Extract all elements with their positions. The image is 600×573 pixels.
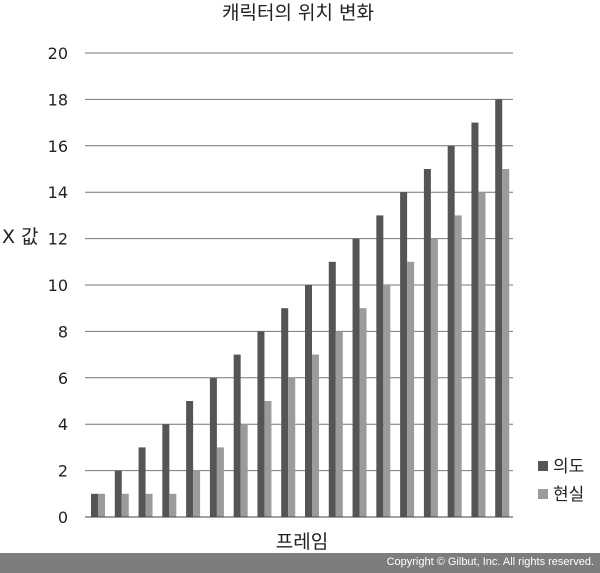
bar-series2	[169, 493, 177, 517]
bar-series1	[376, 215, 384, 517]
bar-series2	[335, 331, 343, 517]
bar-series2	[359, 308, 367, 517]
legend-swatch	[538, 489, 548, 499]
bar-series1	[162, 424, 170, 517]
bar-series1	[305, 285, 312, 517]
bar-series1	[400, 192, 408, 517]
bar-series2	[383, 285, 391, 517]
bar-series1	[209, 377, 217, 517]
gridlines	[85, 52, 513, 472]
y-tick-label: 12	[48, 230, 68, 249]
chart: 캐릭터의 위치 변화 0 2 4 6 8 10 12 14 16 18 20 X 값 프레임 의도현…	[2, 2, 584, 553]
bar-series1	[423, 169, 431, 517]
y-tick-label: 10	[48, 276, 68, 295]
y-tick-label: 18	[48, 90, 68, 109]
bar-series1	[257, 331, 265, 517]
y-tick-label: 4	[58, 415, 68, 434]
legend-label: 현실	[553, 485, 584, 505]
y-tick-label: 14	[48, 183, 68, 202]
y-tick-label: 0	[58, 508, 68, 527]
legend-swatch	[538, 461, 548, 471]
bar-series1	[233, 354, 241, 517]
bar-series1	[495, 99, 503, 518]
bar-series2	[312, 354, 319, 517]
legend-label: 의도	[553, 457, 584, 477]
bar-series2	[454, 215, 462, 517]
copyright-text: Copyright © Gilbut, Inc. All rights rese…	[386, 556, 594, 568]
bar-series2	[407, 261, 415, 517]
y-tick-label: 8	[58, 322, 68, 341]
footer-bar: Copyright © Gilbut, Inc. All rights rese…	[0, 553, 600, 573]
bar-series1	[186, 401, 194, 517]
bar-series1	[352, 238, 360, 517]
y-tick-label: 2	[58, 462, 68, 481]
bar-series1	[471, 122, 479, 517]
bar-series1	[138, 447, 146, 517]
bars	[91, 99, 510, 518]
bar-series1	[447, 145, 455, 518]
bar-series2	[216, 447, 224, 517]
bar-series1	[114, 470, 122, 517]
bar-series1	[328, 261, 336, 517]
y-tick-labels: 0 2 4 6 8 10 12 14 16 18 20	[48, 44, 68, 527]
bar-series2	[145, 493, 153, 517]
y-tick-label: 16	[48, 137, 68, 156]
y-tick-label: 20	[48, 44, 68, 63]
bar-series2	[288, 377, 296, 517]
y-tick-label: 6	[58, 369, 68, 388]
bar-series1	[281, 308, 289, 517]
bar-series1	[91, 493, 98, 517]
bar-series2	[193, 470, 201, 517]
bar-series2	[478, 192, 486, 517]
y-axis-label: X 값	[2, 226, 39, 248]
bar-series2	[430, 238, 438, 517]
bar-series2	[98, 493, 105, 517]
bar-series2	[121, 493, 129, 517]
bar-series2	[502, 169, 510, 517]
bar-series2	[240, 424, 248, 517]
x-axis-label: 프레임	[276, 531, 328, 553]
bar-series2	[264, 401, 272, 517]
chart-title: 캐릭터의 위치 변화	[222, 2, 374, 24]
